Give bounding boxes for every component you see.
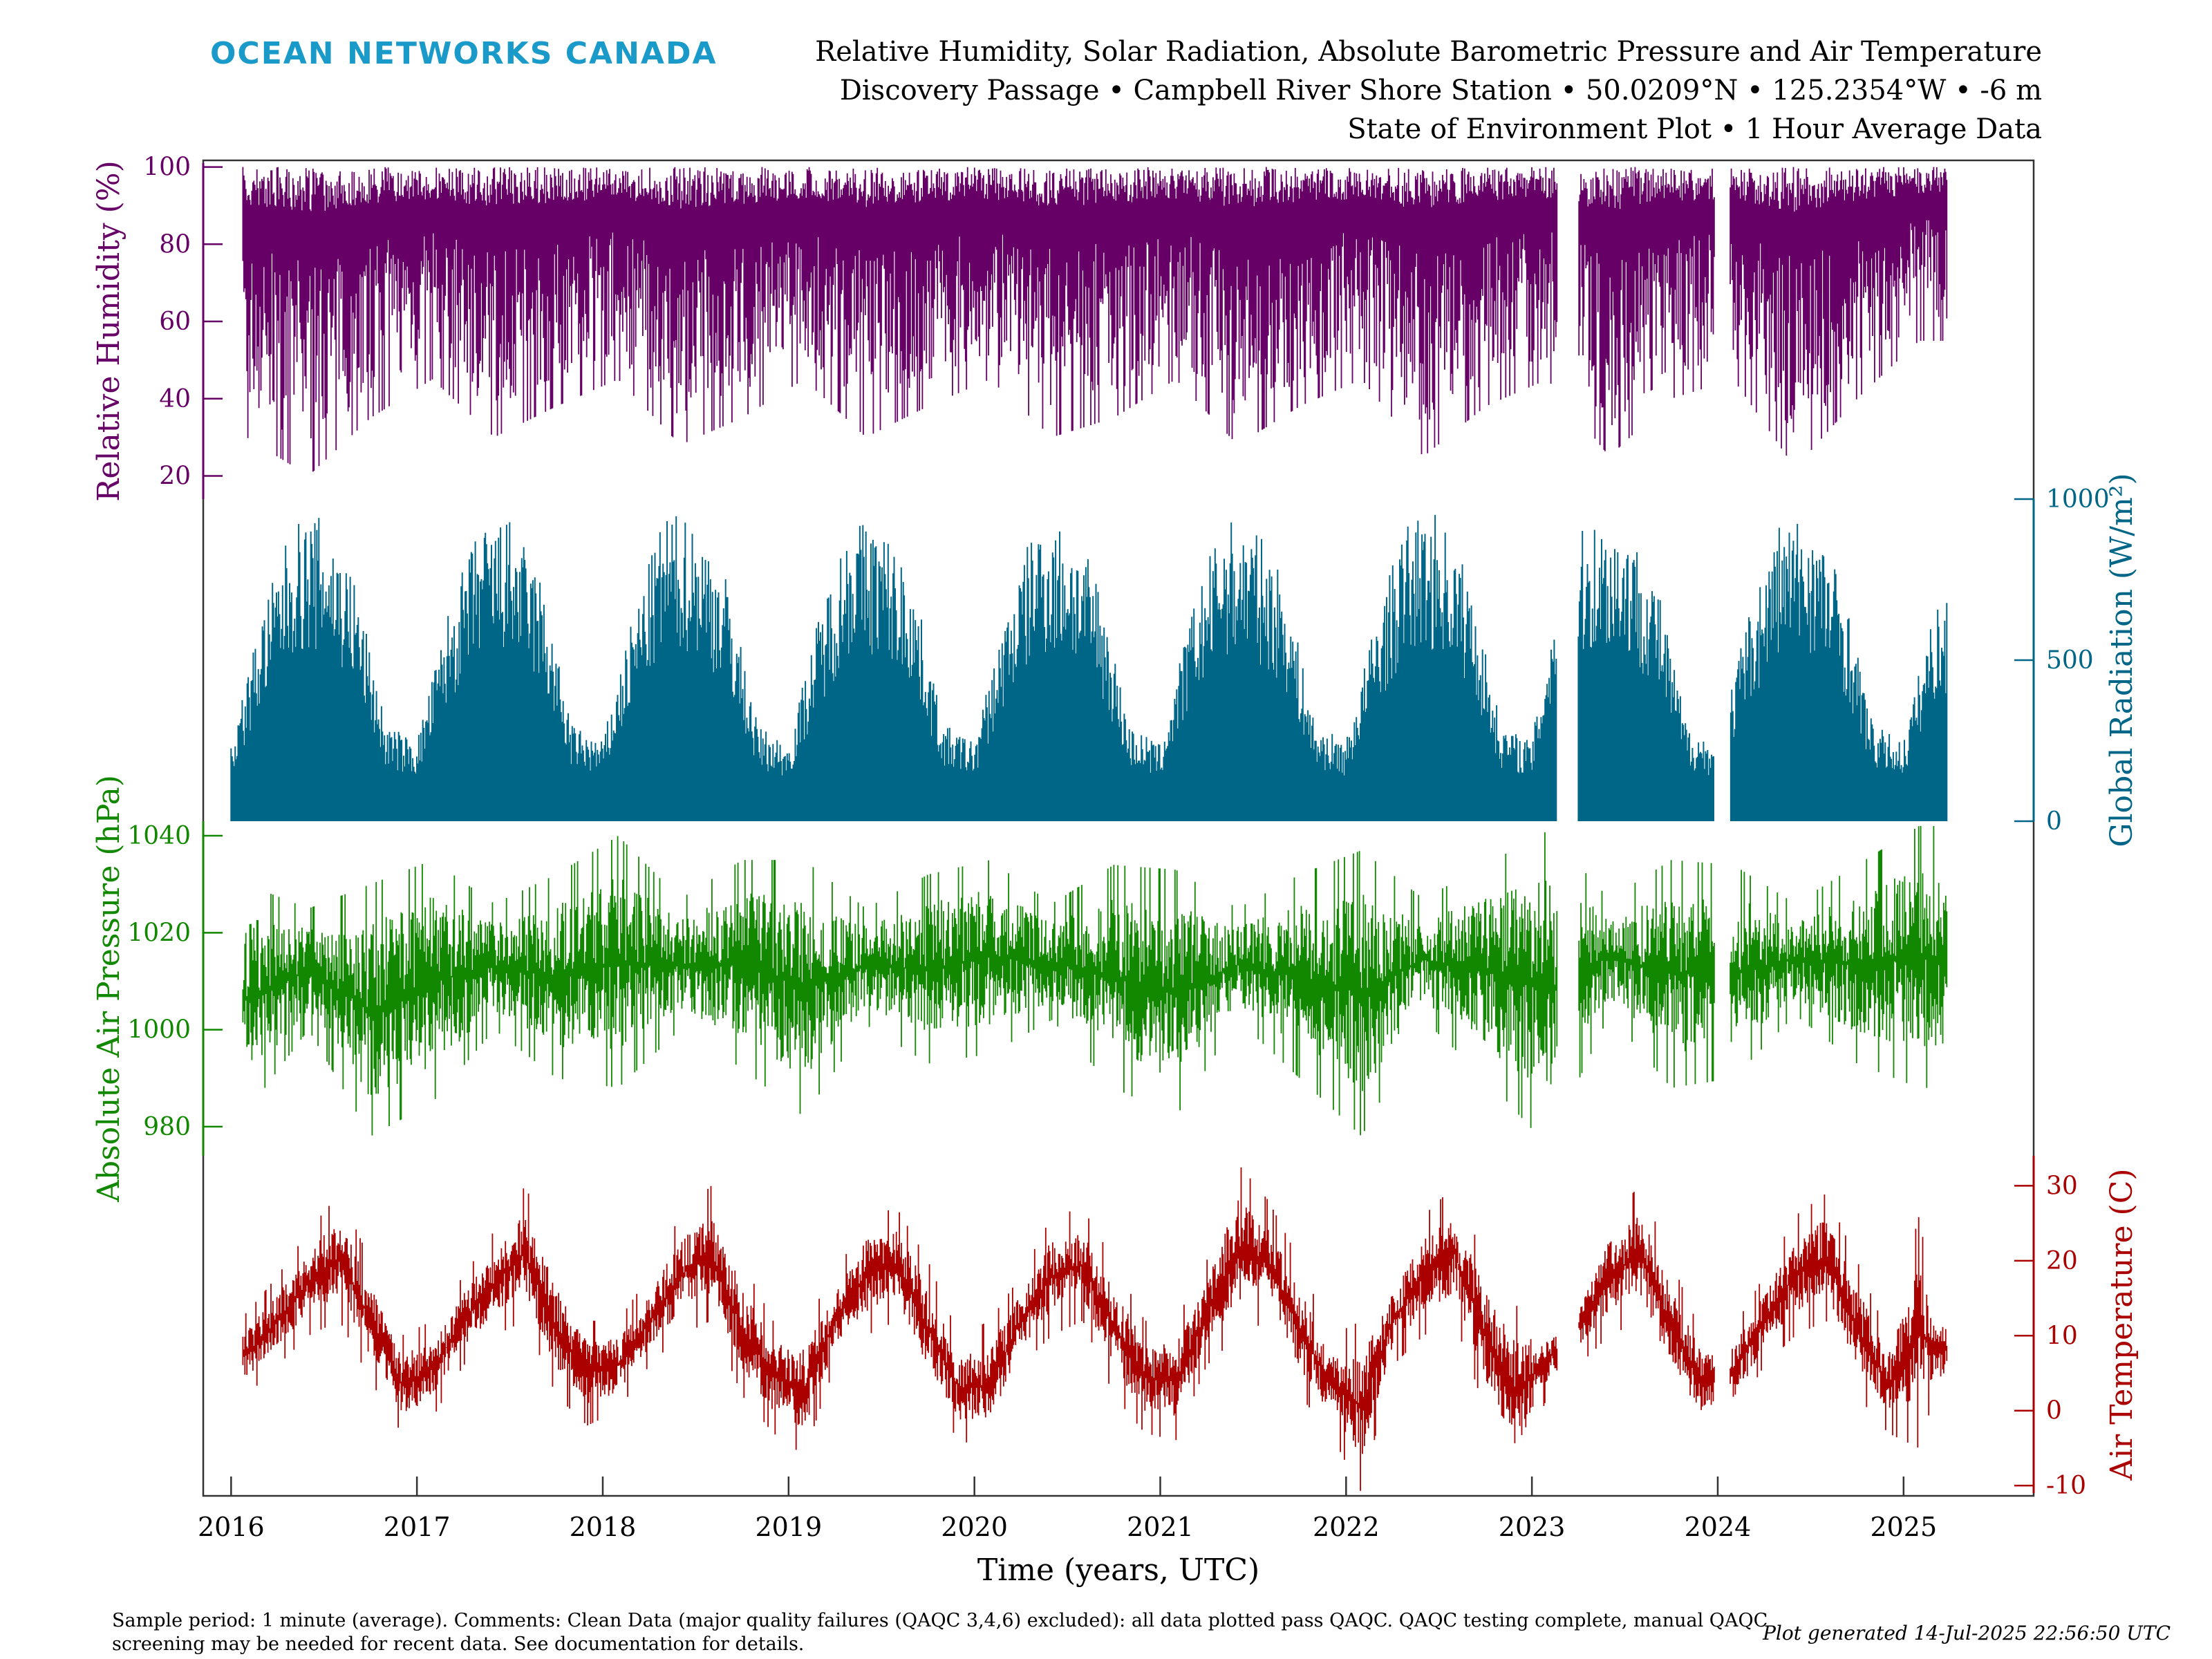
- sample-period-note: Sample period: 1 minute (average). Comme…: [112, 1610, 1768, 1655]
- y-tick-label-humidity: 40: [159, 385, 191, 413]
- y-axis-label-pressure: Absolute Air Pressure (hPa): [91, 775, 126, 1203]
- y-tick-label-pressure: 1020: [127, 919, 191, 947]
- panel-temperature: -10 0 10 20 30 Air Temperature (C): [242, 1156, 2139, 1500]
- y-tick-label-humidity: 60: [159, 308, 191, 336]
- x-tick-label: 2016: [198, 1512, 265, 1542]
- y-tick-label-humidity: 100: [143, 153, 191, 182]
- x-axis-label: Time (years, UTC): [977, 1553, 1259, 1588]
- panel-humidity: 20 40 60 80 100 Relative Humidity (%): [91, 153, 1948, 502]
- y-tick-label-pressure: 1040: [127, 822, 191, 850]
- x-axis: 2016 2017 2018 2019 2020 2021 2022 2023 2024 2025…: [198, 1477, 1937, 1588]
- y-axis-label-radiation: Global Radiation (W/m²): [2104, 473, 2139, 847]
- x-tick-label: 2021: [1127, 1512, 1194, 1542]
- series-pressure: [242, 826, 1948, 1136]
- y-tick-label-temperature: -10: [2046, 1472, 2086, 1500]
- y-tick-label-radiation: 1000: [2046, 485, 2110, 514]
- series-humidity: [242, 167, 1948, 472]
- x-tick-label: 2022: [1313, 1512, 1380, 1542]
- y-tick-label-temperature: 30: [2046, 1172, 2078, 1200]
- y-axis-label-temperature: Air Temperature (C): [2104, 1168, 2139, 1481]
- y-tick-label-radiation: 0: [2046, 807, 2062, 836]
- y-tick-label-pressure: 1000: [127, 1016, 191, 1044]
- x-tick-label: 2019: [755, 1512, 822, 1542]
- plot-subtitle: State of Environment Plot • 1 Hour Avera…: [1347, 113, 2042, 145]
- brand-logo: OCEAN NETWORKS CANADA: [210, 36, 718, 71]
- x-tick-label: 2020: [941, 1512, 1008, 1542]
- x-tick-label: 2017: [384, 1512, 451, 1542]
- y-tick-label-humidity: 80: [159, 230, 191, 259]
- generated-timestamp: Plot generated 14-Jul-2025 22:56:50 UTC: [1763, 1622, 2171, 1644]
- y-tick-label-humidity: 20: [159, 462, 191, 490]
- y-axis-label-humidity: Relative Humidity (%): [91, 160, 126, 502]
- y-tick-label-pressure: 980: [143, 1113, 191, 1141]
- series-radiation: [230, 514, 1948, 821]
- plot-location: Discovery Passage • Campbell River Shore…: [839, 75, 2042, 106]
- y-tick-label-radiation: 500: [2046, 646, 2094, 675]
- x-tick-label: 2018: [570, 1512, 637, 1542]
- series-temperature: [242, 1167, 1948, 1491]
- y-tick-label-temperature: 10: [2046, 1322, 2078, 1350]
- x-tick-label: 2023: [1499, 1512, 1566, 1542]
- x-tick-label: 2025: [1870, 1512, 1937, 1542]
- y-tick-label-temperature: 20: [2046, 1247, 2078, 1275]
- y-tick-label-temperature: 0: [2046, 1397, 2062, 1425]
- plot-title: Relative Humidity, Solar Radiation, Abso…: [815, 36, 2042, 68]
- x-tick-label: 2024: [1685, 1512, 1752, 1542]
